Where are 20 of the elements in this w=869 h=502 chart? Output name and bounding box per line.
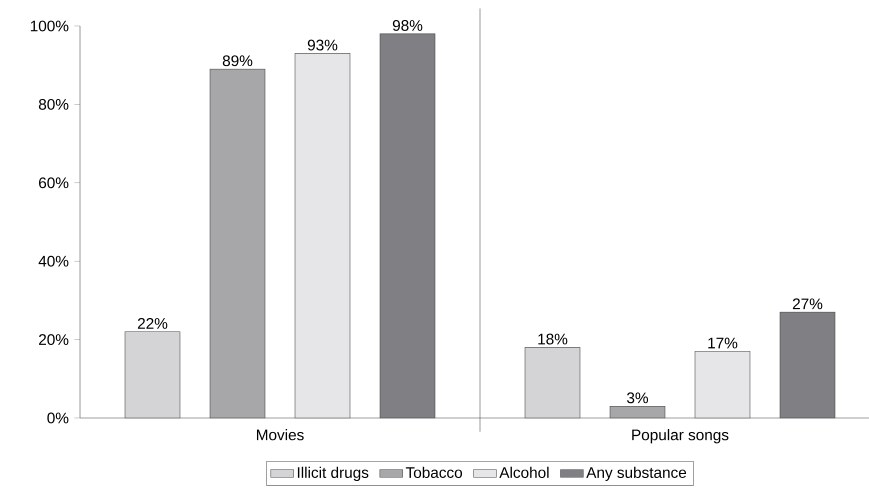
data-label: 89% bbox=[222, 55, 252, 66]
data-label: 17% bbox=[708, 338, 738, 348]
y-tick-label: 100% bbox=[30, 20, 68, 32]
data-label: 18% bbox=[538, 334, 568, 344]
legend-label: Illicit drugs bbox=[298, 466, 368, 481]
x-tick-label: Popular songs bbox=[632, 429, 728, 444]
legend-label: Alcohol bbox=[499, 466, 549, 478]
data-label: 27% bbox=[792, 298, 822, 310]
data-label: 98% bbox=[392, 20, 422, 31]
legend-label: Tobacco bbox=[406, 466, 462, 478]
data-label: 22% bbox=[138, 318, 168, 329]
y-tick-label: 80% bbox=[38, 98, 68, 110]
y-tick-label: 40% bbox=[38, 256, 68, 267]
legend-label: Any substance bbox=[586, 466, 686, 481]
data-label: 93% bbox=[308, 40, 338, 50]
y-tick-label: 20% bbox=[39, 334, 68, 346]
x-tick-label: Movies bbox=[256, 429, 304, 440]
y-tick-label: 60% bbox=[39, 177, 68, 188]
data-label: 3% bbox=[627, 392, 648, 404]
y-tick-label: 0% bbox=[47, 412, 68, 424]
